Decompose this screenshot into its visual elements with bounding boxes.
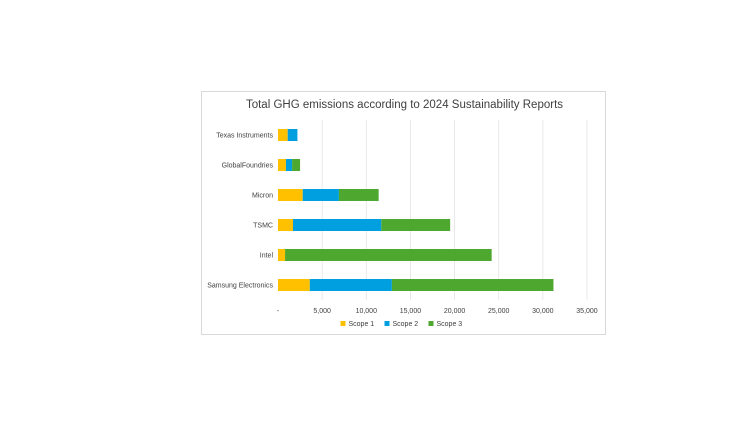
bar-samsung-electronics-scope-2 [309, 279, 392, 291]
gridlines [321, 120, 588, 300]
stacked-bar-chart: Total GHG emissions according to 2024 Su… [207, 99, 598, 328]
category-label: Micron [252, 193, 273, 200]
x-tick-label: 35,000 [576, 308, 598, 315]
bar-globalfoundries-scope-1 [278, 159, 286, 171]
bar-micron-scope-3 [338, 189, 379, 201]
x-tick-labels: - 5,000 10,000 15,000 20,000 25,000 30,000 35,0… [277, 308, 598, 315]
x-tick-label: 5,000 [313, 308, 331, 315]
legend: Scope 1 Scope 2 Scope 3 [340, 321, 463, 328]
x-tick-label: 20,000 [444, 308, 466, 315]
legend-swatch-scope-2 [384, 321, 390, 326]
bar-samsung-electronics-scope-1 [278, 279, 310, 291]
category-label: TSMC [253, 223, 273, 230]
bar-texas-instruments-scope-1 [278, 129, 288, 141]
bar-tsmc-scope-2 [293, 219, 382, 231]
category-label: Samsung Electronics [207, 283, 273, 290]
bar-globalfoundries-scope-2 [285, 159, 293, 171]
legend-swatch-scope-1 [340, 321, 346, 326]
bar-tsmc-scope-1 [278, 219, 294, 231]
x-tick-label: 10,000 [356, 308, 378, 315]
chart-title: Total GHG emissions according to 2024 Su… [246, 99, 563, 111]
legend-label-scope-3: Scope 3 [437, 321, 463, 328]
category-label: Texas Instruments [216, 133, 273, 140]
bar-intel-scope-1 [278, 249, 286, 261]
bar-micron-scope-1 [278, 189, 303, 201]
bar-micron-scope-2 [302, 189, 339, 201]
legend-label-scope-2: Scope 2 [393, 321, 419, 328]
x-tick-label: 30,000 [532, 308, 554, 315]
bar-samsung-electronics-scope-3 [391, 279, 554, 291]
chart-container: Total GHG emissions according to 2024 Su… [201, 91, 606, 335]
bar-globalfoundries-scope-3 [292, 159, 301, 171]
legend-label-scope-1: Scope 1 [349, 321, 375, 328]
bar-texas-instruments-scope-2 [287, 129, 298, 141]
bars [278, 129, 554, 291]
legend-swatch-scope-3 [428, 321, 434, 326]
x-tick-label: 25,000 [488, 308, 510, 315]
category-labels: Texas Instruments GlobalFoundries Micron TS… [207, 133, 273, 290]
x-tick-label: 15,000 [400, 308, 422, 315]
x-tick-label: - [277, 308, 280, 315]
bar-intel-scope-3 [285, 249, 492, 261]
bar-tsmc-scope-3 [381, 219, 451, 231]
category-label: GlobalFoundries [222, 163, 274, 170]
category-label: Intel [260, 253, 274, 260]
